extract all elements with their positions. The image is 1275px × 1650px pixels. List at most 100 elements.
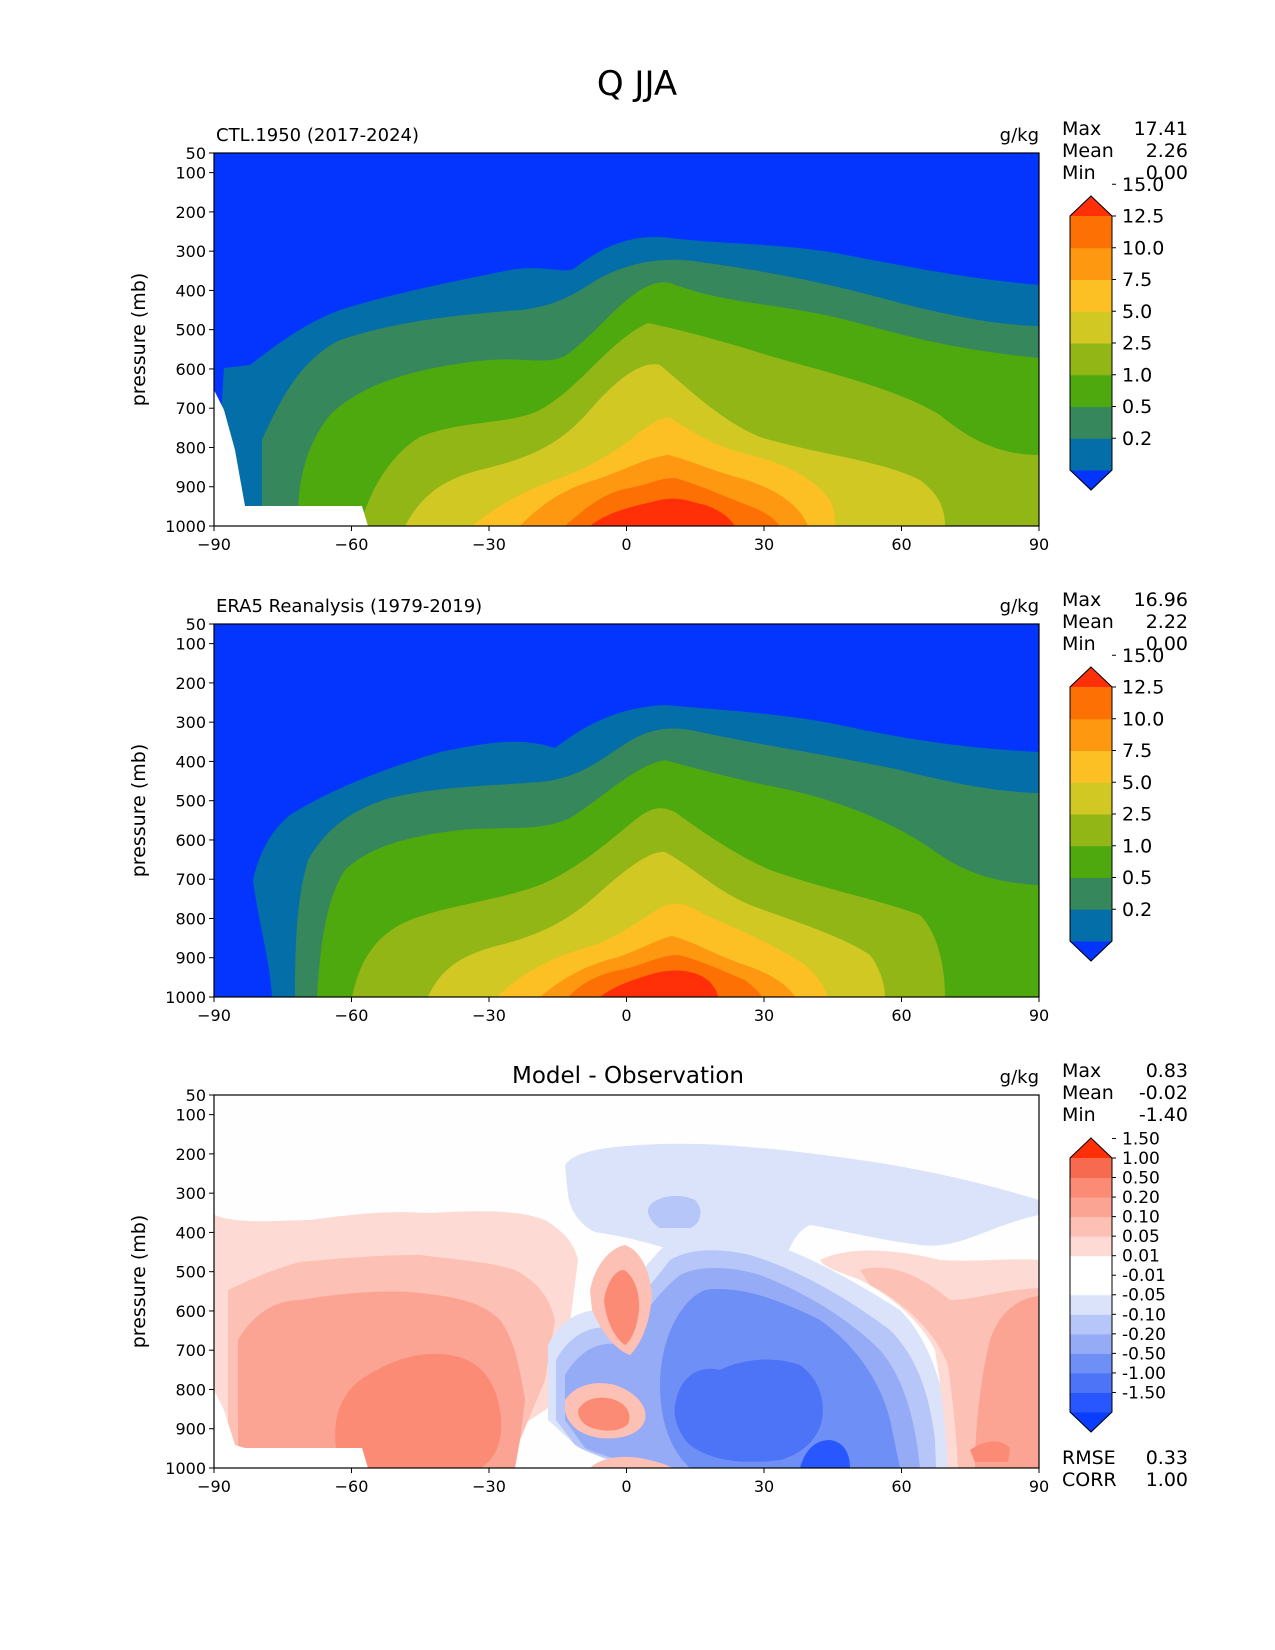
colorbar-tick-label: 0.05 <box>1122 1227 1160 1247</box>
y-tick-label: 100 <box>175 635 206 654</box>
y-tick-label: 400 <box>175 1223 206 1242</box>
stat-value: 0.00 <box>1146 162 1188 184</box>
stat-label: Mean <box>1062 1082 1114 1104</box>
colorbar-over-extension <box>1070 196 1112 216</box>
panel-title: Model - Observation <box>512 1063 744 1089</box>
panel-model: CTL.1950 (2017-2024) g/kg pressure (mb) … <box>128 118 1188 554</box>
x-tick-label: 30 <box>754 535 774 554</box>
y-tick-label: 700 <box>175 399 206 418</box>
colorbar-tick-label: 1.0 <box>1122 835 1152 857</box>
colorbar-tick-label: 0.2 <box>1122 899 1152 921</box>
colorbar-tick-label: -0.50 <box>1122 1344 1166 1364</box>
y-tick-label: 600 <box>175 1302 206 1321</box>
y-tick-label: 900 <box>175 478 206 497</box>
x-ticks: −90 −60 −30 0 30 60 90 <box>197 526 1049 554</box>
contour-field-obs <box>214 624 1039 997</box>
x-tick-label: 0 <box>621 1006 631 1025</box>
y-tick-label: 1000 <box>165 988 206 1007</box>
colorbar-segment <box>1070 782 1112 815</box>
contour-level-9 <box>590 498 735 526</box>
y-tick-label: 500 <box>175 1263 206 1282</box>
y-tick-label: 300 <box>175 242 206 261</box>
panel-obs: ERA5 Reanalysis (1979-2019) g/kg pressur… <box>128 589 1188 1025</box>
x-ticks: −90 −60 −30 0 30 60 90 <box>197 997 1049 1025</box>
colorbar-segment <box>1070 1372 1112 1393</box>
stats-block: Max 17.41 Mean 2.26 Min 0.00 <box>1062 118 1188 184</box>
x-tick-label: −30 <box>472 1477 506 1496</box>
y-tick-label: 50 <box>186 1086 206 1105</box>
colorbar-segment <box>1070 1216 1112 1237</box>
stat-label: Max <box>1062 589 1101 611</box>
stat-label: Min <box>1062 1104 1096 1126</box>
stat-label: Mean <box>1062 611 1114 633</box>
colorbar-over-extension <box>1070 667 1112 687</box>
colorbar-segment <box>1070 1177 1112 1198</box>
contour-field-diff <box>214 1095 1039 1468</box>
contour-neg-spot <box>648 1195 701 1228</box>
stat-value: 1.00 <box>1146 1469 1188 1491</box>
colorbar-tick-label: 1.00 <box>1122 1149 1160 1169</box>
panel-units: g/kg <box>1000 596 1039 617</box>
colorbar-segment <box>1070 1392 1112 1413</box>
colorbar-tick-label: 1.0 <box>1122 364 1152 386</box>
colorbar-tick-label: 0.20 <box>1122 1188 1160 1208</box>
colorbar-segment <box>1070 814 1112 847</box>
contour-pos-north-spot <box>970 1441 1010 1462</box>
contour-level-9 <box>600 970 718 997</box>
colorbar-tick-label: 1.50 <box>1122 1129 1160 1149</box>
colorbar-tick-label: 12.5 <box>1122 677 1164 699</box>
x-tick-label: 90 <box>1029 1006 1049 1025</box>
colorbar-tick-label: 15.0 <box>1122 645 1164 667</box>
missing-data-mask <box>214 1390 368 1468</box>
colorbar-segment <box>1070 1236 1112 1257</box>
stats-block: Max 16.96 Mean 2.22 Min 0.00 <box>1062 589 1188 655</box>
colorbar-segment <box>1070 845 1112 878</box>
stat-value: 0.33 <box>1146 1447 1188 1469</box>
stat-value: -0.02 <box>1139 1082 1188 1104</box>
x-tick-label: −60 <box>335 535 369 554</box>
contour-neg-core <box>674 1359 823 1462</box>
y-axis-label: pressure (mb) <box>128 273 150 407</box>
colorbar-tick-label: 2.5 <box>1122 333 1152 355</box>
y-tick-label: 900 <box>175 949 206 968</box>
colorbar: 0.2 0.5 1.0 2.5 5.0 7.5 10.0 12.5 15.0 <box>1069 645 1164 962</box>
colorbar-tick-label: -1.00 <box>1122 1364 1166 1384</box>
colorbar-tick-label: -0.05 <box>1122 1286 1166 1306</box>
colorbar-segment <box>1070 1314 1112 1335</box>
colorbar-tick-label: 15.0 <box>1122 174 1164 196</box>
colorbar-segment <box>1070 1275 1112 1296</box>
colorbar-under-extension <box>1070 941 1112 961</box>
colorbar-tick-label: 0.2 <box>1122 428 1152 450</box>
colorbar: 0.2 0.5 1.0 2.5 5.0 7.5 10.0 12.5 15.0 <box>1069 174 1164 491</box>
contour-pos-core <box>335 1353 502 1468</box>
y-tick-label: 400 <box>175 281 206 300</box>
contour-neg-deep <box>800 1440 850 1468</box>
panel-title: CTL.1950 (2017-2024) <box>216 125 419 146</box>
colorbar-segment <box>1070 750 1112 783</box>
stat-value: 17.41 <box>1134 118 1188 140</box>
missing-data-mask <box>214 390 368 526</box>
colorbar-segment <box>1070 909 1112 942</box>
contour-pos-patch-upper-core <box>604 1270 640 1345</box>
stats-block: Max 0.83 Mean -0.02 Min -1.40 <box>1062 1060 1188 1126</box>
stat-value: -1.40 <box>1139 1104 1188 1126</box>
colorbar: -1.50-1.00-0.50-0.20-0.10-0.05-0.010.010… <box>1069 1129 1166 1433</box>
colorbar-tick-label: 0.50 <box>1122 1168 1160 1188</box>
colorbar-segment <box>1070 1294 1112 1315</box>
y-tick-label: 200 <box>175 674 206 693</box>
contour-pos-strip-bottom <box>590 1456 672 1468</box>
colorbar-tick-label: -0.20 <box>1122 1325 1166 1345</box>
stat-label: Max <box>1062 118 1101 140</box>
stat-value: 0.00 <box>1146 633 1188 655</box>
x-tick-label: −60 <box>335 1006 369 1025</box>
colorbar-segment <box>1070 1255 1112 1276</box>
x-ticks: −90 −60 −30 0 30 60 90 <box>197 1468 1049 1496</box>
colorbar-tick-label: 2.5 <box>1122 804 1152 826</box>
x-tick-label: −30 <box>472 1006 506 1025</box>
colorbar-tick-label: -0.10 <box>1122 1305 1166 1325</box>
y-tick-label: 200 <box>175 203 206 222</box>
colorbar-tick-label: 0.10 <box>1122 1208 1160 1228</box>
